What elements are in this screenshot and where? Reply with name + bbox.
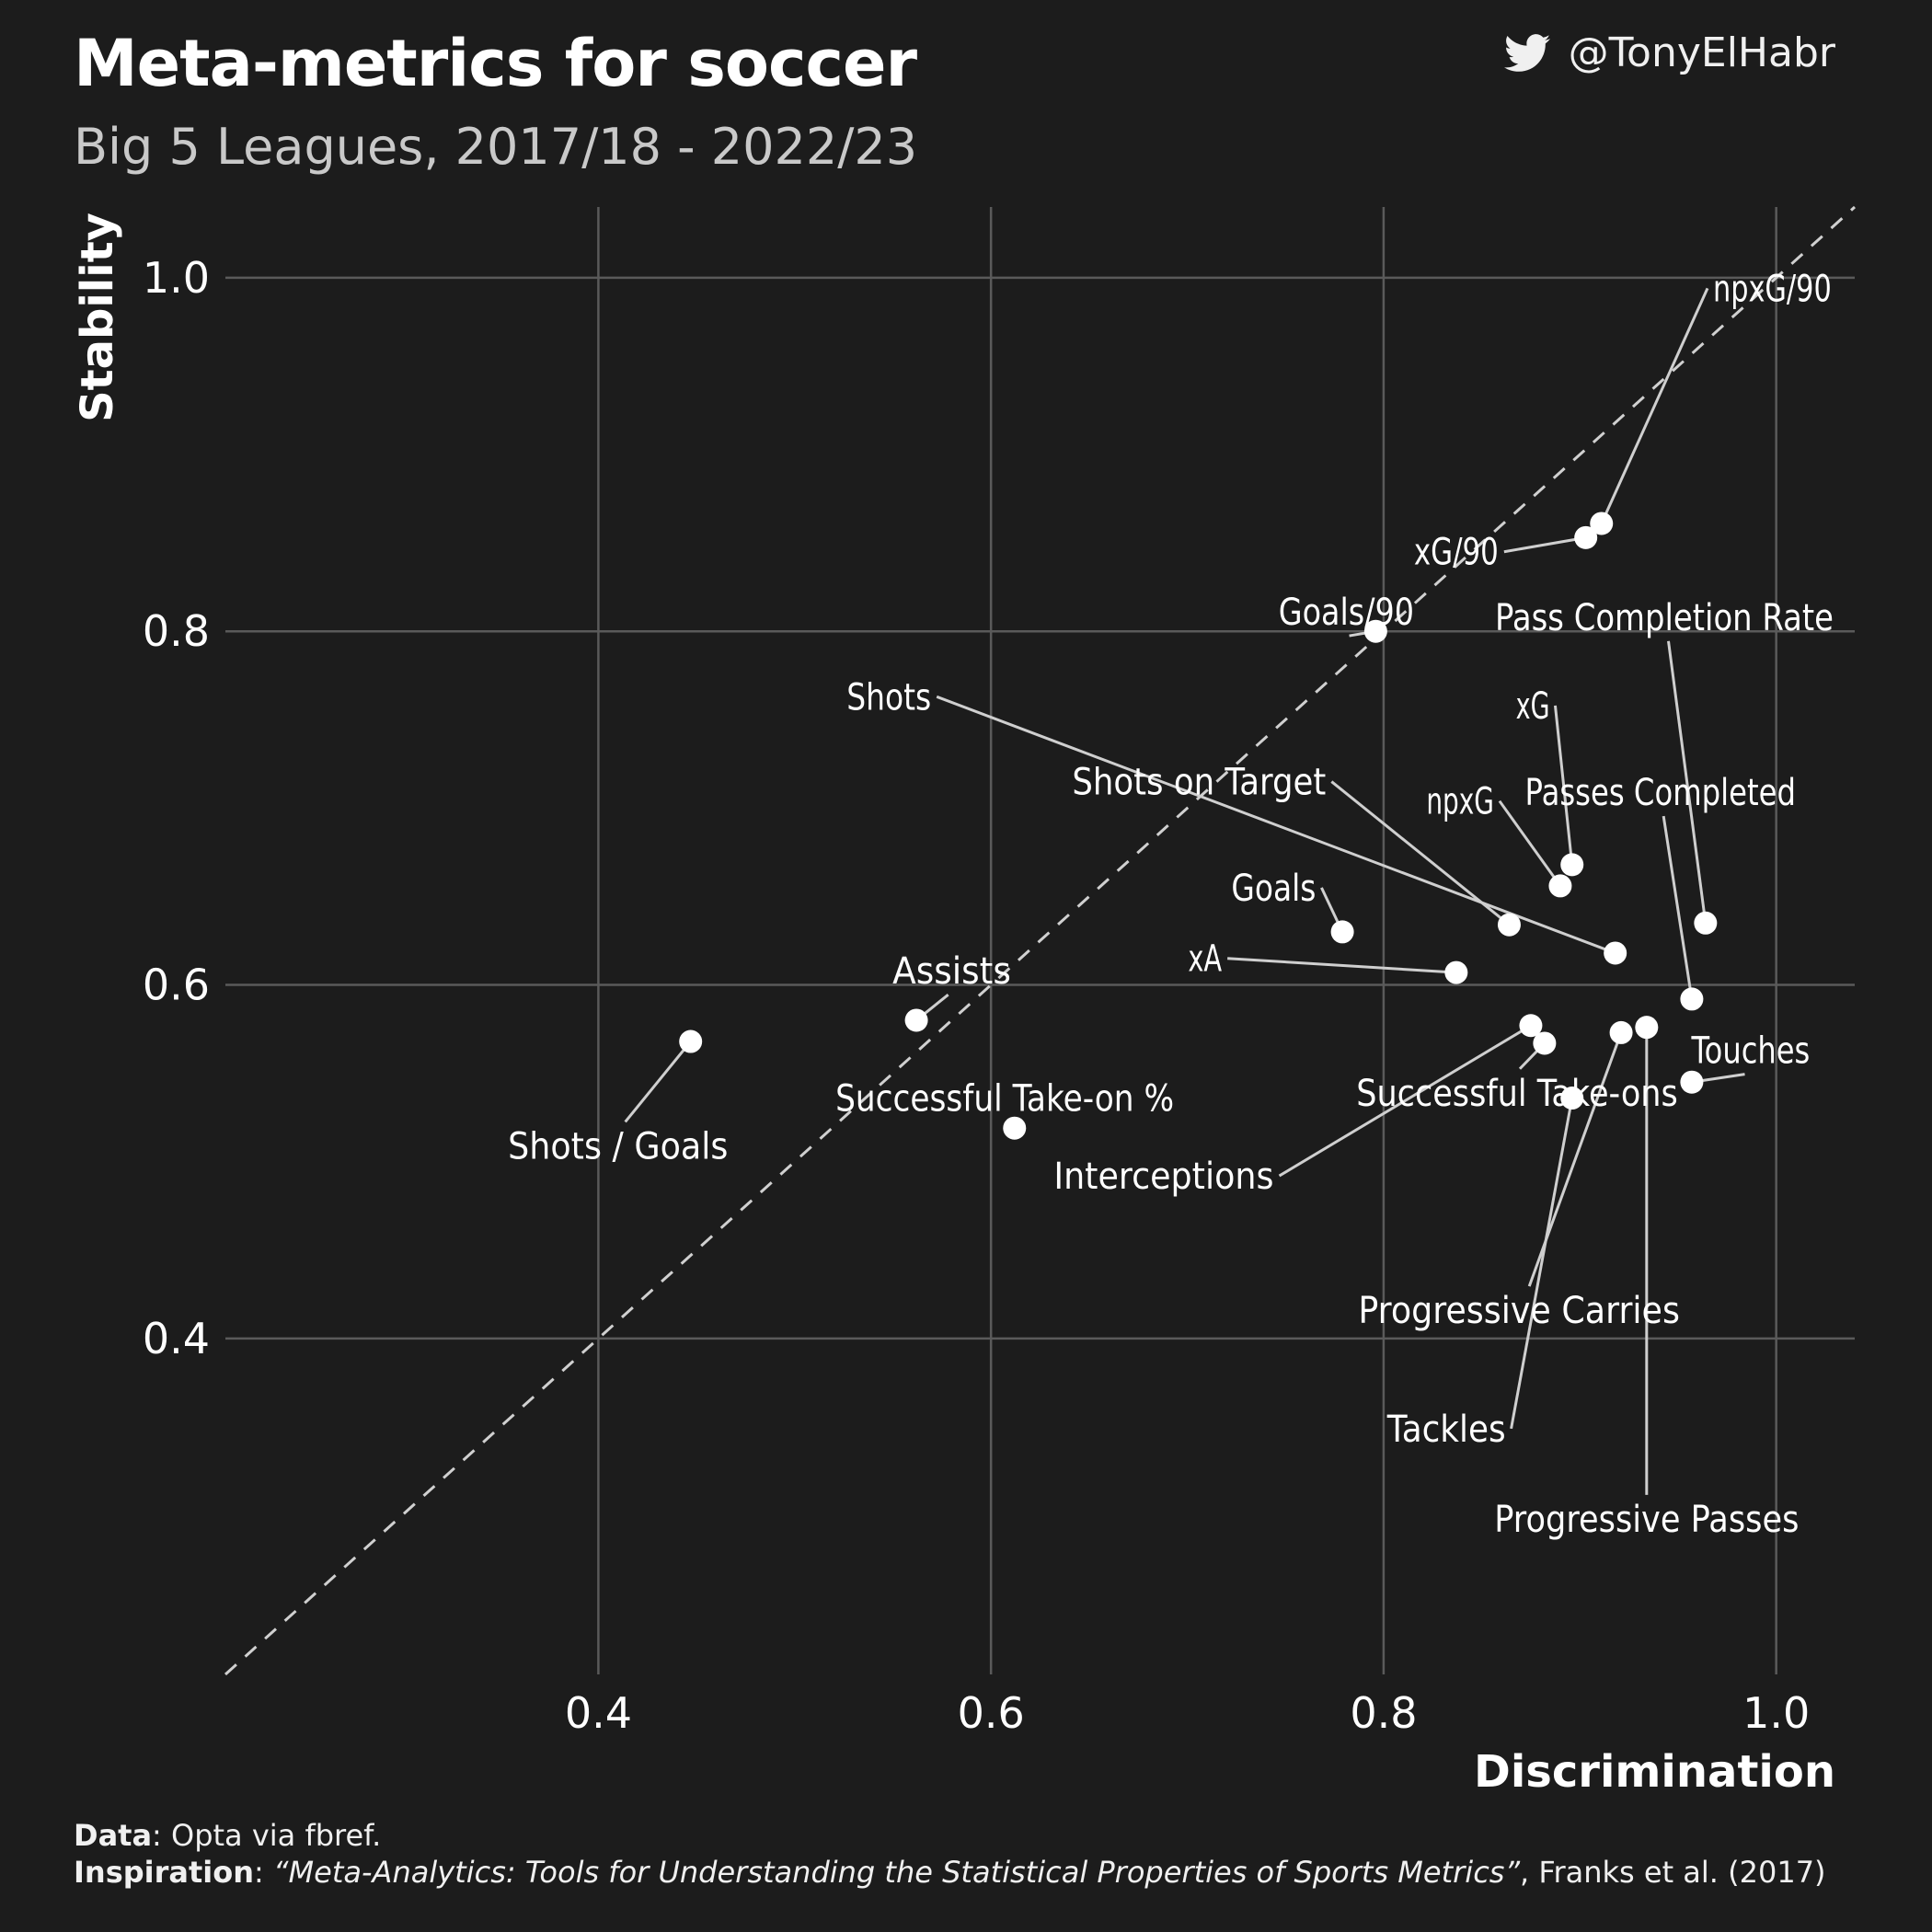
point-label: Progressive Carries: [1358, 1290, 1680, 1332]
leader-line: [1662, 815, 1694, 1000]
twitter-bird-icon: [1503, 33, 1550, 72]
point-label: Successful Take-on %: [835, 1078, 1174, 1121]
point-label: Successful Take-ons: [1356, 1073, 1678, 1115]
caption-inspiration-title: “Meta-Analytics: Tools for Understanding…: [272, 1855, 1521, 1890]
data-point[interactable]: [1533, 1031, 1557, 1055]
y-tick-label: 1.0: [143, 253, 210, 303]
data-point[interactable]: [1590, 512, 1614, 535]
leader-line: [1498, 799, 1562, 887]
leader-line: [1510, 1098, 1574, 1430]
y-tick-label: 0.4: [143, 1314, 210, 1363]
caption-data-line: Data: Opta via fbref.: [74, 1817, 1826, 1854]
y-axis-label: Stability: [72, 213, 123, 422]
leader-line: [1330, 780, 1511, 926]
data-point[interactable]: [1363, 619, 1387, 643]
leader-line: [1227, 957, 1456, 974]
data-point[interactable]: [1330, 920, 1354, 944]
caption-inspiration-line: Inspiration: “Meta-Analytics: Tools for …: [74, 1854, 1826, 1891]
point-label: Shots on Target: [1072, 762, 1326, 804]
chart-title: Meta-metrics for soccer: [74, 26, 917, 101]
point-label: Goals: [1231, 868, 1316, 910]
leader-line: [1278, 1024, 1532, 1178]
point-label: xA: [1188, 938, 1222, 981]
data-point[interactable]: [1604, 941, 1627, 965]
point-label: Pass Completion Rate: [1495, 597, 1834, 639]
leader-line: [936, 695, 1616, 955]
data-point[interactable]: [1444, 960, 1468, 984]
data-point[interactable]: [1560, 853, 1584, 877]
caption-inspiration-authors: , Franks et al. (2017): [1520, 1855, 1826, 1890]
data-point[interactable]: [679, 1029, 703, 1053]
leader-line: [1553, 705, 1574, 866]
caption-data-text: : Opta via fbref.: [152, 1818, 382, 1853]
handle-text: @TonyElHabr: [1568, 29, 1835, 76]
grid-lines: [225, 207, 1855, 1674]
data-point[interactable]: [1519, 1014, 1543, 1038]
point-label: npxG: [1426, 781, 1494, 823]
identity-reference-line: [224, 205, 1857, 1676]
data-point[interactable]: [1680, 987, 1704, 1011]
point-label: Touches: [1691, 1030, 1811, 1073]
data-point[interactable]: [1003, 1116, 1027, 1140]
twitter-handle[interactable]: @TonyElHabr: [1503, 29, 1835, 76]
x-tick-label: 0.4: [565, 1688, 632, 1738]
chart-subtitle: Big 5 Leagues, 2017/18 - 2022/23: [74, 118, 918, 176]
data-point[interactable]: [1497, 913, 1521, 937]
x-tick-label: 1.0: [1742, 1688, 1810, 1738]
point-label: Goals/90: [1279, 592, 1414, 634]
data-point[interactable]: [904, 1008, 928, 1032]
point-label: Tackles: [1386, 1409, 1506, 1451]
data-point[interactable]: [1560, 1087, 1584, 1110]
point-label: xG/90: [1414, 532, 1499, 574]
point-label: Progressive Passes: [1494, 1499, 1799, 1541]
data-point[interactable]: [1694, 911, 1718, 935]
point-label: Passes Completed: [1525, 772, 1796, 814]
caption-inspiration-sep: :: [254, 1855, 273, 1890]
point-label: xG: [1516, 685, 1550, 728]
caption: Data: Opta via fbref. Inspiration: “Meta…: [74, 1817, 1826, 1891]
leader-line: [1600, 287, 1709, 524]
caption-data-label: Data: [74, 1818, 153, 1853]
reference-line-layer: [224, 205, 1857, 1676]
leader-line: [1503, 535, 1586, 554]
data-point[interactable]: [1635, 1016, 1659, 1040]
leader-line: [624, 1041, 692, 1123]
point-label: npxG/90: [1713, 268, 1832, 310]
point-label: Shots / Goals: [508, 1125, 728, 1167]
point-label: Shots: [846, 676, 931, 719]
data-points: [679, 512, 1718, 1140]
caption-inspiration-label: Inspiration: [74, 1855, 255, 1890]
point-label: Assists: [892, 950, 1011, 993]
data-point[interactable]: [1548, 874, 1572, 898]
data-point[interactable]: [1680, 1070, 1704, 1094]
leader-line: [1667, 640, 1708, 924]
leader-lines: [624, 287, 1745, 1495]
tick-labels: 0.4 0.6 0.8 1.0 0.4 0.6 0.8 1.0: [143, 253, 1810, 1738]
x-tick-label: 0.8: [1350, 1688, 1417, 1738]
x-axis-label: Discrimination: [1474, 1746, 1835, 1798]
y-tick-label: 0.8: [143, 606, 210, 656]
y-tick-label: 0.6: [143, 960, 210, 1010]
x-tick-label: 0.6: [958, 1688, 1025, 1738]
data-point[interactable]: [1574, 525, 1598, 549]
point-label: Interceptions: [1053, 1156, 1273, 1198]
data-point[interactable]: [1609, 1020, 1633, 1044]
